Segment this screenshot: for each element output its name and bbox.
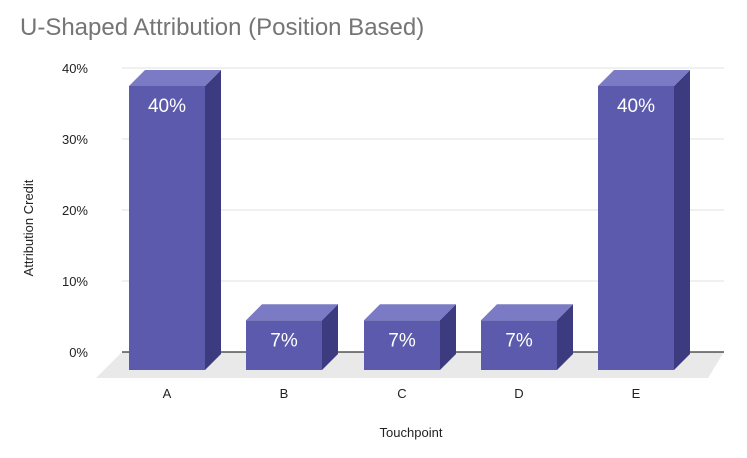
bar-E: 40%: [598, 70, 690, 370]
x-tick-label: C: [397, 386, 406, 401]
bars: 40% 7% 7% 7% 40%: [129, 70, 690, 370]
chart-title: U-Shaped Attribution (Position Based): [20, 14, 425, 41]
bar-side-face: [205, 70, 221, 370]
bar-B: 7%: [246, 304, 338, 370]
y-tick-label: 0%: [69, 345, 88, 360]
bar-top-face: [481, 304, 573, 321]
data-label: 7%: [270, 330, 298, 351]
bar-front-face: [246, 320, 322, 370]
bar-front-face: [598, 86, 674, 370]
bar-side-face: [322, 304, 338, 370]
data-label: 40%: [617, 96, 655, 117]
bar-front-face: [481, 320, 557, 370]
x-axis-title: Touchpoint: [380, 425, 443, 440]
bar-C: 7%: [364, 304, 456, 370]
x-axis-ticks: A B C D E: [163, 386, 641, 401]
bar-front-face: [364, 320, 440, 370]
x-tick-label: A: [163, 386, 172, 401]
y-tick-label: 10%: [62, 274, 88, 289]
bar-top-face: [129, 70, 221, 86]
bar-D: 7%: [481, 304, 573, 370]
y-axis-ticks: 0% 10% 20% 30% 40%: [62, 61, 88, 360]
x-tick-label: B: [280, 386, 289, 401]
bar-side-face: [674, 70, 690, 370]
bar-top-face: [246, 304, 338, 321]
bar-top-face: [364, 304, 456, 321]
bar-top-face: [598, 70, 690, 86]
data-label: 40%: [148, 96, 186, 117]
y-tick-label: 20%: [62, 203, 88, 218]
x-tick-label: D: [514, 386, 523, 401]
data-label: 7%: [388, 330, 416, 351]
y-tick-label: 30%: [62, 132, 88, 147]
bar-side-face: [440, 304, 456, 370]
bar-side-face: [557, 304, 573, 370]
bar-A: 40%: [129, 70, 221, 370]
x-tick-label: E: [632, 386, 641, 401]
y-axis-title: Attribution Credit: [21, 179, 36, 276]
y-tick-label: 40%: [62, 61, 88, 76]
bar-front-face: [129, 86, 205, 370]
data-label: 7%: [505, 330, 533, 351]
